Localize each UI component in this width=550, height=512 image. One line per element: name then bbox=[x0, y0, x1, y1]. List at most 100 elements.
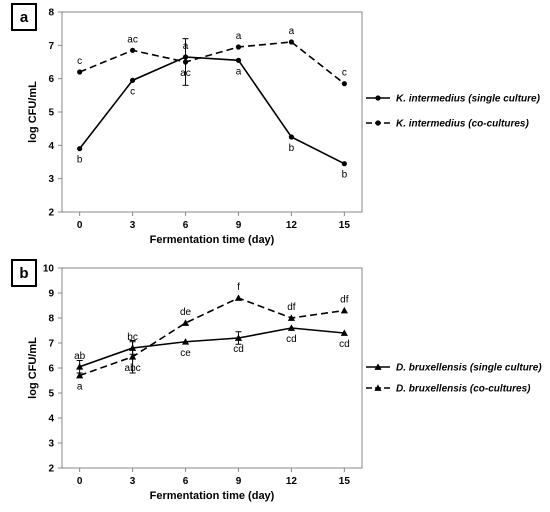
significance-label: bc bbox=[127, 332, 138, 343]
x-tick-label: 3 bbox=[130, 220, 136, 231]
significance-label: b bbox=[342, 170, 348, 181]
y-tick-label: 3 bbox=[48, 439, 54, 450]
significance-label: c bbox=[77, 56, 82, 67]
significance-label: a bbox=[236, 66, 242, 77]
significance-label: cd bbox=[286, 334, 297, 345]
significance-label: ac bbox=[180, 68, 191, 79]
data-point bbox=[129, 47, 136, 53]
data-point bbox=[235, 57, 242, 63]
x-tick-label: 15 bbox=[339, 220, 351, 231]
data-point bbox=[341, 161, 347, 167]
y-axis-title: log CFU/mL bbox=[27, 81, 39, 143]
y-axis-title: log CFU/mL bbox=[27, 337, 39, 399]
data-point bbox=[340, 306, 348, 314]
data-point bbox=[287, 324, 296, 331]
series-line bbox=[79, 41, 345, 85]
significance-label: cd bbox=[233, 344, 244, 355]
series-single-culture: bcaabb bbox=[77, 41, 348, 181]
x-axis-title: Fermentation time (day) bbox=[150, 490, 275, 502]
data-point bbox=[77, 69, 83, 75]
y-tick-label: 5 bbox=[48, 389, 54, 400]
y-tick-label: 6 bbox=[48, 74, 54, 85]
significance-label: ac bbox=[127, 34, 138, 45]
significance-label: ce bbox=[180, 348, 191, 359]
data-point bbox=[234, 334, 243, 341]
data-point bbox=[76, 363, 84, 370]
y-tick-label: 5 bbox=[48, 108, 54, 119]
data-point bbox=[235, 44, 242, 50]
data-point bbox=[76, 371, 84, 379]
x-tick-label: 15 bbox=[339, 476, 351, 487]
legend-marker bbox=[375, 120, 381, 126]
y-tick-label: 2 bbox=[48, 464, 54, 475]
x-tick-label: 6 bbox=[183, 220, 189, 231]
legend-marker bbox=[375, 95, 381, 101]
x-tick-label: 0 bbox=[77, 476, 83, 487]
data-point bbox=[77, 146, 83, 152]
data-point bbox=[341, 81, 347, 87]
x-tick-label: 9 bbox=[236, 220, 242, 231]
y-tick-label: 7 bbox=[48, 41, 54, 52]
significance-label: cd bbox=[339, 339, 350, 350]
x-tick-label: 0 bbox=[77, 220, 83, 231]
panel-label: a bbox=[20, 9, 29, 26]
y-tick-label: 3 bbox=[48, 174, 54, 185]
data-point bbox=[288, 39, 295, 45]
legend-entry: D. bruxellensis (single culture) bbox=[366, 363, 542, 374]
legend-entry: D. bruxellensis (co-cultures) bbox=[366, 384, 531, 395]
panel-label-box bbox=[11, 3, 37, 31]
x-tick-label: 6 bbox=[183, 476, 189, 487]
significance-label: de bbox=[180, 307, 192, 318]
series-co-culture: a abc de f df df bbox=[76, 282, 349, 393]
y-tick-label: 8 bbox=[48, 8, 54, 19]
y-tick-label: 2 bbox=[48, 208, 54, 219]
data-point bbox=[181, 338, 190, 345]
significance-label: b bbox=[77, 155, 83, 166]
x-tick-label: 12 bbox=[286, 476, 298, 487]
legend-marker bbox=[374, 384, 382, 391]
panel-label: b bbox=[19, 265, 28, 282]
significance-label: a bbox=[289, 26, 295, 37]
significance-label: df bbox=[287, 302, 296, 313]
y-tick-label: 8 bbox=[48, 314, 54, 325]
x-axis-title: Fermentation time (day) bbox=[150, 234, 275, 246]
data-point bbox=[128, 353, 137, 360]
plot-frame bbox=[61, 267, 363, 469]
y-tick-label: 4 bbox=[48, 414, 54, 425]
panel-a: a 2 3 4 5 6 7 8 0 3 6 9 12 15 Fermentation time (day) l… bbox=[11, 3, 541, 246]
x-tick-label: 3 bbox=[130, 476, 136, 487]
legend-label: K. intermedius (single culture) bbox=[396, 94, 541, 105]
series-line bbox=[79, 56, 345, 165]
panel-b: b 2 3 4 5 6 7 8 9 10 0 3 6 9 12 15 Fermentation time (da… bbox=[11, 259, 542, 502]
data-point bbox=[288, 134, 295, 140]
legend-marker bbox=[374, 363, 382, 370]
data-point bbox=[129, 77, 136, 83]
y-tick-label: 6 bbox=[48, 364, 54, 375]
series-line bbox=[79, 327, 345, 368]
significance-label: a bbox=[236, 31, 242, 42]
data-point bbox=[287, 314, 296, 321]
legend-label: D. bruxellensis (single culture) bbox=[396, 363, 542, 374]
significance-label: ab bbox=[74, 351, 86, 362]
y-tick-label: 10 bbox=[43, 264, 55, 275]
significance-label: f bbox=[237, 282, 240, 293]
y-tick-label: 9 bbox=[48, 289, 54, 300]
x-tick-label: 9 bbox=[236, 476, 242, 487]
data-point bbox=[340, 329, 348, 336]
legend-entry: K. intermedius (single culture) bbox=[366, 94, 541, 105]
legend-label: D. bruxellensis (co-cultures) bbox=[396, 384, 531, 395]
significance-label: abc bbox=[125, 363, 141, 374]
data-point bbox=[234, 294, 243, 301]
data-point bbox=[182, 59, 189, 65]
significance-label: c bbox=[342, 68, 347, 79]
data-point bbox=[181, 319, 190, 326]
legend-label: K. intermedius (co-cultures) bbox=[396, 119, 529, 130]
significance-label: c bbox=[130, 86, 135, 97]
series-line bbox=[79, 297, 345, 377]
plot-frame bbox=[61, 11, 363, 213]
panel-label-box bbox=[11, 259, 37, 287]
significance-label: df bbox=[340, 295, 349, 306]
y-tick-label: 4 bbox=[48, 141, 54, 152]
